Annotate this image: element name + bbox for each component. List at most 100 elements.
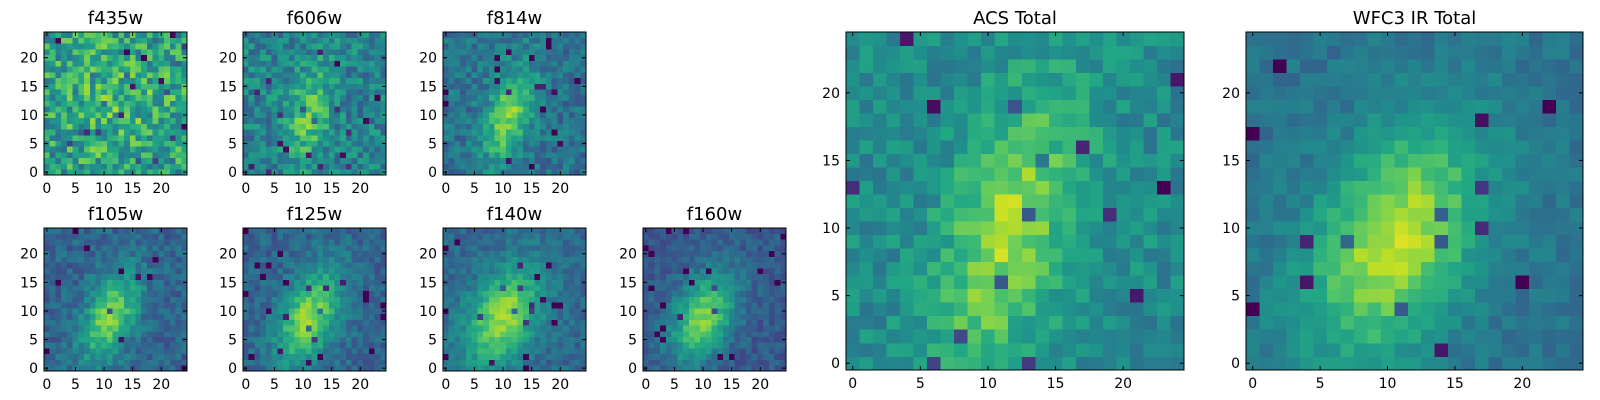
heatmap-cell [328,129,335,136]
heatmap-cell [846,356,860,371]
heatmap-cell [84,250,91,257]
heatmap-cell [118,273,125,280]
heatmap-cell [723,233,730,240]
heatmap-cell [500,152,507,159]
heatmap-cell [705,353,712,360]
heatmap-cell [101,112,108,119]
heatmap-cell [283,60,290,67]
heatmap-cell [243,302,250,309]
heatmap-cell [283,140,290,147]
heatmap-cell [288,157,295,164]
heatmap-cell [84,112,91,119]
heatmap-cell [294,140,301,147]
heatmap-cell [717,348,724,355]
heatmap-cell [345,89,352,96]
heatmap-cell [665,256,672,263]
heatmap-cell [460,43,467,50]
heatmap-cell [146,163,153,170]
heatmap-cell [700,285,707,292]
heatmap-cell [688,325,695,332]
heatmap-cell [283,112,290,119]
heatmap-cell [283,268,290,275]
heatmap-cell [152,134,159,141]
heatmap-cell [129,308,136,315]
heatmap-cell [146,330,153,337]
heatmap-cell [460,279,467,286]
heatmap-cell [551,152,558,159]
heatmap-cell [175,169,182,176]
heatmap-cell [106,296,113,303]
heatmap-cell [700,256,707,263]
heatmap-cell [563,285,570,292]
heatmap-cell [300,325,307,332]
heatmap-cell [380,302,387,309]
heatmap-cell [654,279,661,286]
heatmap-cell [323,319,330,326]
heatmap-cell [311,245,318,252]
heatmap-cell [511,94,518,101]
panel-title: f125w [287,204,342,225]
heatmap-cell [260,112,267,119]
heatmap-cell [1170,329,1185,344]
heatmap-cell [494,348,501,355]
heatmap-cell [723,290,730,297]
heatmap-cell [568,123,575,130]
heatmap-cell [146,169,153,176]
heatmap-cell [665,353,672,360]
heatmap-cell [505,308,512,315]
heatmap-cell [72,77,79,84]
heatmap-cell [135,250,142,257]
heatmap-cell [1089,302,1104,317]
heatmap-cell [540,106,547,113]
heatmap-cell [340,250,347,257]
heatmap-cell [454,290,461,297]
heatmap-cell [994,167,1009,182]
heatmap-cell [164,72,171,79]
heatmap-cell [175,43,182,50]
heatmap-cell [55,169,62,176]
heatmap-cell [574,365,581,372]
heatmap-cell [477,302,484,309]
heatmap-cell [677,285,684,292]
heatmap-cell [1102,248,1117,263]
heatmap-cell [146,342,153,349]
heatmap-cell [78,256,85,263]
heatmap-cell [568,83,575,90]
heatmap-cell [763,353,770,360]
heatmap-cell [494,365,501,372]
heatmap-cell [95,256,102,263]
heatmap-cell [95,228,102,235]
heatmap-cell [551,313,558,320]
heatmap-cell [505,279,512,286]
heatmap-cell [643,233,650,240]
heatmap-cell [49,94,56,101]
heatmap-cell [768,336,775,343]
heatmap-cell [694,353,701,360]
heatmap-cell [340,60,347,67]
heatmap-cell [164,94,171,101]
heatmap-cell [380,353,387,360]
heatmap-cell [260,152,267,159]
heatmap-cell [112,239,119,246]
heatmap-cell [49,129,56,136]
heatmap-cell [763,359,770,366]
heatmap-cell [288,279,295,286]
heatmap-cell [927,180,941,195]
heatmap-cell [277,262,284,269]
heatmap-cell [523,285,530,292]
heatmap-cell [528,134,535,141]
heatmap-cell [967,342,982,357]
heatmap-cell [311,32,318,39]
heatmap-cell [164,100,171,107]
heatmap-cell [540,348,547,355]
heatmap-cell [169,123,176,130]
heatmap-cell [181,285,188,292]
heatmap-cell [517,273,524,280]
heatmap-cell [705,319,712,326]
heatmap-cell [454,348,461,355]
heatmap-cell [248,169,255,176]
heatmap-cell [500,94,507,101]
heatmap-cell [317,290,324,297]
heatmap-cell [534,49,541,56]
heatmap-cell [574,123,581,130]
